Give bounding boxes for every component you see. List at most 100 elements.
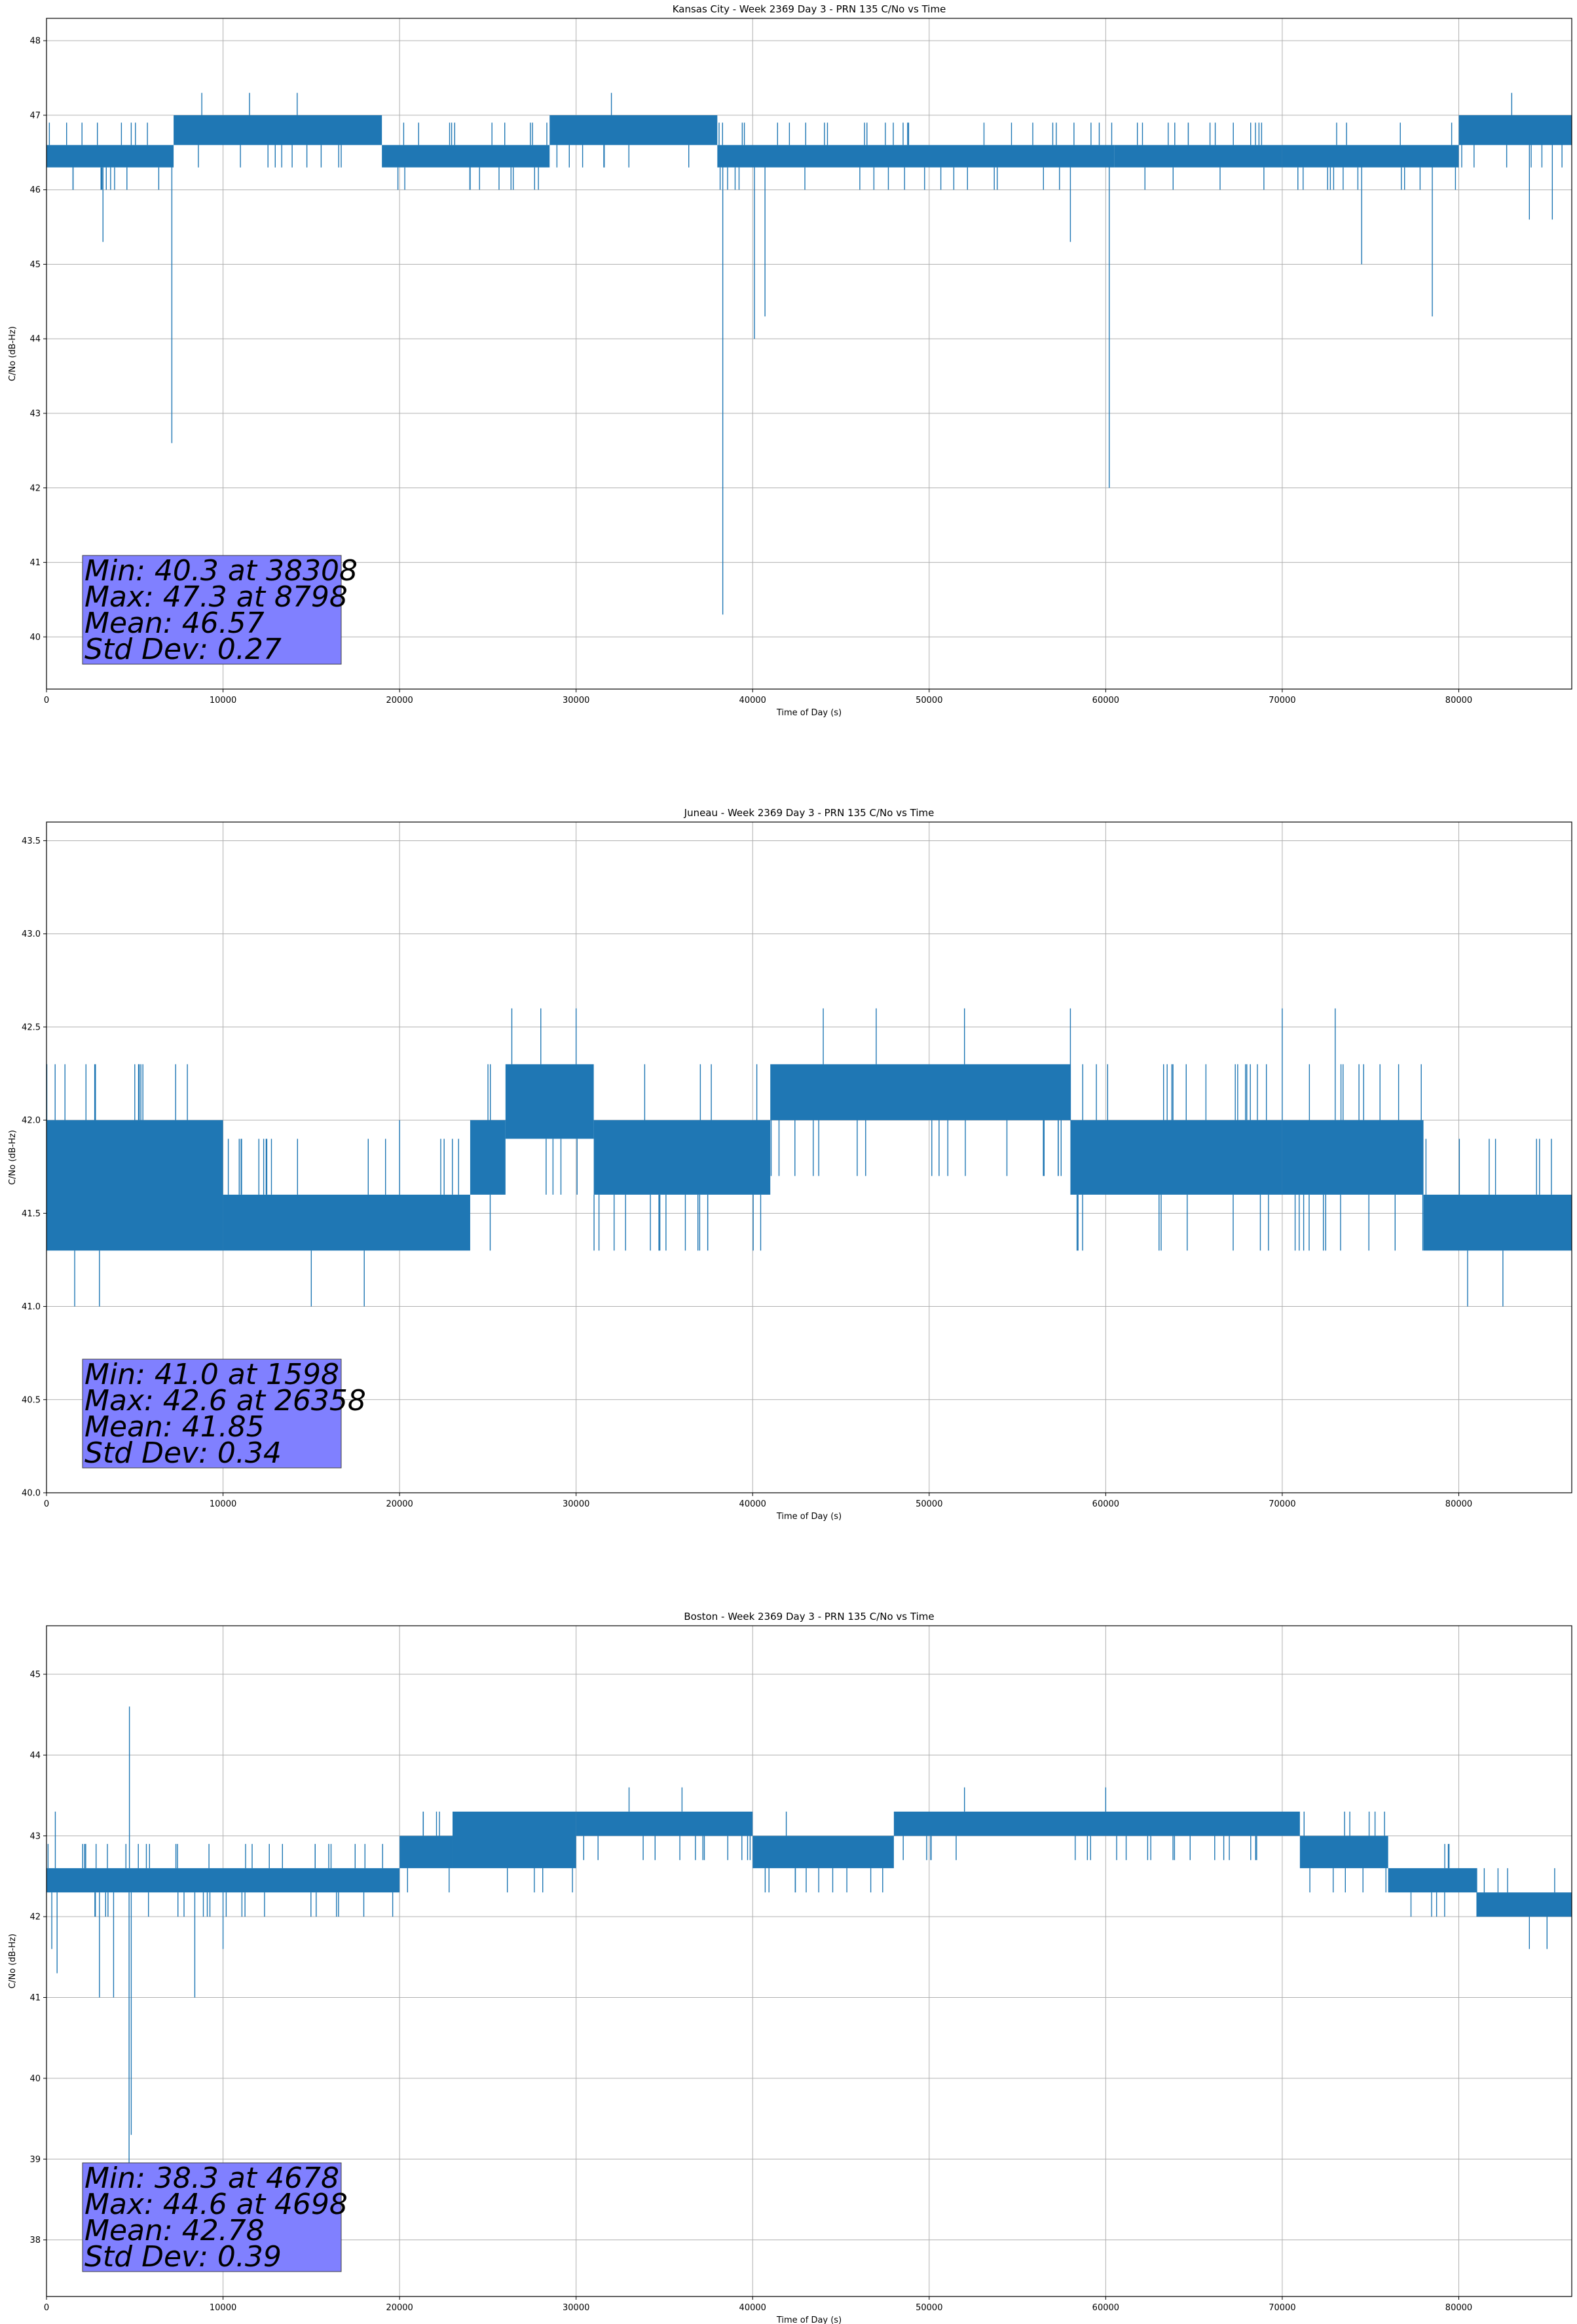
series-band	[717, 145, 1115, 168]
y-tick-label: 42.5	[22, 1022, 41, 1032]
stats-line: Min: 40.3 at 38308	[84, 554, 358, 588]
series-flicker	[227, 1138, 459, 1195]
series-band	[1423, 1194, 1572, 1251]
stats-line: Max: 42.6 at 26358	[84, 1384, 366, 1417]
y-tick-label: 43.5	[22, 836, 41, 846]
series-flicker	[556, 145, 690, 168]
stats-box	[82, 1359, 342, 1469]
x-axis-label: Time of Day (s)	[776, 1512, 842, 1522]
series-band	[223, 1194, 470, 1251]
y-tick-label: 44	[29, 335, 41, 345]
series-band	[1299, 1835, 1388, 1869]
y-axis-label: C/No (dB-Hz)	[8, 1130, 18, 1185]
y-tick-label: 42	[29, 483, 41, 493]
series-flicker	[507, 1868, 573, 1893]
series-band	[1476, 1892, 1572, 1917]
x-tick-label: 40000	[739, 2303, 766, 2313]
plot-frame	[46, 18, 1572, 690]
y-axis-label: C/No (dB-Hz)	[8, 326, 18, 381]
x-tick-label: 70000	[1269, 696, 1295, 705]
series-flicker	[764, 1811, 883, 1893]
stats-line: Max: 47.3 at 8798	[84, 580, 348, 614]
x-tick-label: 20000	[386, 696, 413, 705]
series-flicker	[770, 1120, 1062, 1176]
y-tick-label: 41.0	[22, 1302, 41, 1312]
stats-line: Mean: 46.57	[84, 607, 265, 640]
x-axis-label: Time of Day (s)	[776, 708, 842, 718]
series-flicker	[1410, 1844, 1450, 1917]
series-band	[452, 1811, 576, 1869]
y-tick-label: 40	[29, 2074, 41, 2084]
y-tick-label: 39	[29, 2155, 41, 2165]
x-tick-label: 0	[44, 2303, 49, 2313]
x-tick-label: 50000	[916, 696, 942, 705]
series-band	[46, 145, 174, 168]
series-flicker	[1297, 122, 1456, 190]
x-tick-label: 80000	[1445, 696, 1472, 705]
y-tick-label: 45	[29, 1670, 41, 1680]
x-tick-label: 60000	[1092, 696, 1119, 705]
y-tick-label: 41.5	[22, 1209, 41, 1219]
y-tick-label: 42.0	[22, 1116, 41, 1126]
series-band	[770, 1064, 1071, 1121]
series-flicker	[198, 145, 342, 168]
y-tick-label: 40.5	[22, 1395, 41, 1405]
y-tick-label: 40.0	[22, 1489, 41, 1499]
x-tick-label: 30000	[563, 2303, 589, 2313]
y-tick-label: 46	[29, 185, 41, 195]
series-flicker	[1137, 122, 1265, 190]
x-tick-label: 70000	[1269, 2303, 1295, 2313]
x-tick-label: 10000	[210, 696, 236, 705]
series-flicker	[1294, 1064, 1424, 1251]
y-tick-label: 38	[29, 2236, 41, 2245]
series-band	[893, 1811, 1300, 1836]
y-tick-label: 43	[29, 1831, 41, 1841]
x-tick-label: 20000	[386, 1499, 413, 1509]
series-flicker	[1076, 1064, 1269, 1251]
y-tick-label: 45	[29, 260, 41, 270]
x-tick-label: 80000	[1445, 2303, 1472, 2313]
series-band	[752, 1835, 894, 1869]
y-tick-label: 41	[29, 1993, 41, 2003]
stats-box	[82, 555, 342, 665]
stats-line: Mean: 41.85	[84, 1410, 265, 1444]
series-band	[1282, 145, 1459, 168]
y-tick-label: 40	[29, 633, 41, 643]
y-tick-label: 41	[29, 558, 41, 568]
series-band	[1388, 1868, 1477, 1893]
series-flicker	[593, 1064, 762, 1251]
series-band	[1282, 1120, 1424, 1195]
stats-line: Min: 41.0 at 1598	[84, 1358, 339, 1391]
series-band	[593, 1120, 771, 1195]
series-band	[549, 115, 718, 145]
y-tick-label: 42	[29, 1913, 41, 1922]
x-tick-label: 30000	[563, 696, 589, 705]
series-flicker	[1303, 1811, 1386, 1893]
series-band	[1114, 145, 1282, 168]
stats-line: Mean: 42.78	[84, 2214, 265, 2247]
x-tick-label: 50000	[916, 1499, 942, 1509]
plot-frame	[46, 821, 1572, 1493]
x-tick-label: 60000	[1092, 1499, 1119, 1509]
series-band	[382, 145, 550, 168]
series-flicker	[718, 122, 1113, 190]
series-line	[46, 92, 1572, 615]
chart-3: 0 10000 20000 30000 40000 50000 60000 70000 8000…	[8, 1611, 1572, 2324]
stats-line: Std Dev: 0.27	[84, 633, 282, 666]
x-tick-label: 30000	[563, 1499, 589, 1509]
series-band	[505, 1064, 594, 1139]
y-tick-label: 43.0	[22, 929, 41, 939]
stats-box	[82, 2162, 342, 2272]
series-band	[174, 115, 382, 145]
chart-2: 0 10000 20000 30000 40000 50000 60000 70000 8000…	[8, 807, 1572, 1522]
series-flicker	[583, 1835, 751, 1860]
series-flicker	[47, 1844, 394, 1917]
x-tick-label: 40000	[739, 1499, 766, 1509]
x-tick-label: 10000	[210, 2303, 236, 2313]
series-band	[1458, 115, 1572, 145]
series-flicker	[1425, 1138, 1552, 1195]
series-line	[46, 1706, 1572, 2216]
x-tick-label: 10000	[210, 1499, 236, 1509]
series-flicker	[407, 1811, 450, 1893]
y-axis-label: C/No (dB-Hz)	[8, 1934, 18, 1989]
